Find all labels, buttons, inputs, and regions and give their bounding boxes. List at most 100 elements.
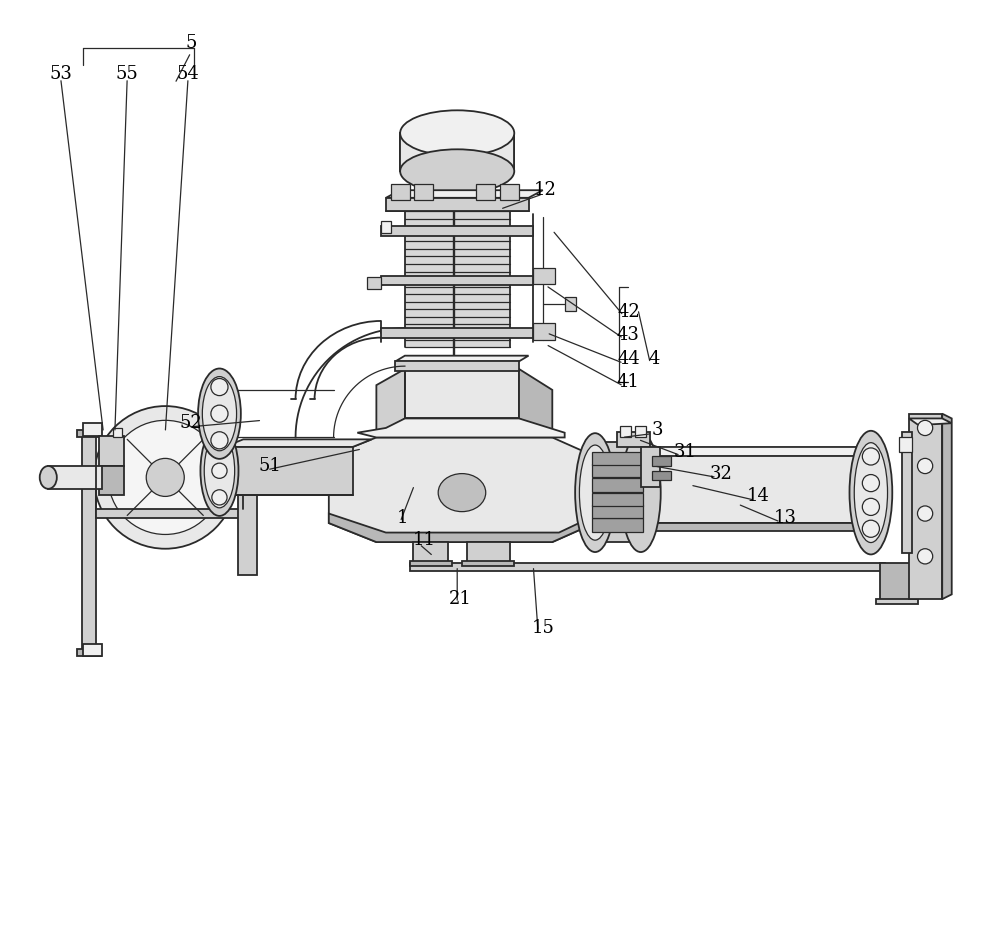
Polygon shape (224, 439, 372, 447)
Polygon shape (652, 471, 671, 480)
Polygon shape (381, 276, 533, 285)
Text: 51: 51 (258, 457, 281, 475)
Polygon shape (635, 426, 646, 437)
Polygon shape (880, 563, 914, 601)
Polygon shape (519, 369, 552, 437)
Ellipse shape (204, 434, 235, 508)
Circle shape (211, 432, 228, 449)
Polygon shape (395, 356, 529, 361)
Polygon shape (48, 466, 102, 489)
Polygon shape (595, 523, 871, 531)
Polygon shape (391, 184, 410, 200)
Polygon shape (83, 423, 102, 436)
Polygon shape (595, 447, 880, 456)
Polygon shape (620, 426, 631, 437)
Text: 15: 15 (531, 619, 554, 636)
Polygon shape (410, 561, 452, 566)
Ellipse shape (438, 474, 486, 512)
Text: 5: 5 (185, 34, 197, 51)
Polygon shape (329, 514, 595, 542)
Circle shape (862, 475, 879, 492)
Polygon shape (376, 369, 405, 437)
Polygon shape (381, 328, 533, 338)
Ellipse shape (400, 149, 514, 193)
Polygon shape (414, 184, 433, 200)
Polygon shape (942, 414, 952, 599)
Polygon shape (462, 561, 514, 566)
Ellipse shape (575, 433, 615, 552)
Circle shape (212, 463, 227, 478)
Text: 11: 11 (412, 532, 435, 549)
Polygon shape (381, 221, 391, 233)
Circle shape (917, 549, 933, 564)
Polygon shape (617, 432, 650, 447)
Text: 13: 13 (774, 510, 797, 527)
Ellipse shape (202, 377, 237, 451)
Ellipse shape (849, 431, 892, 554)
Polygon shape (592, 518, 643, 532)
Polygon shape (77, 430, 101, 437)
Polygon shape (595, 456, 871, 523)
Text: 14: 14 (747, 488, 770, 505)
Text: 43: 43 (617, 326, 640, 343)
Polygon shape (96, 509, 243, 518)
Polygon shape (99, 436, 124, 466)
Polygon shape (99, 466, 124, 495)
Polygon shape (592, 452, 643, 465)
Polygon shape (77, 649, 101, 656)
Polygon shape (565, 297, 576, 311)
Polygon shape (909, 418, 952, 425)
Text: 55: 55 (116, 66, 139, 83)
Polygon shape (357, 418, 565, 437)
Polygon shape (410, 563, 885, 571)
Polygon shape (500, 184, 519, 200)
Text: 42: 42 (617, 303, 640, 320)
Ellipse shape (400, 110, 514, 156)
Polygon shape (381, 226, 533, 236)
Circle shape (211, 405, 228, 422)
Circle shape (211, 378, 228, 396)
Polygon shape (405, 211, 510, 347)
Polygon shape (413, 542, 448, 563)
Polygon shape (395, 361, 519, 371)
Text: 31: 31 (674, 443, 697, 460)
Circle shape (108, 420, 222, 534)
Polygon shape (909, 414, 942, 599)
Ellipse shape (854, 443, 888, 542)
Circle shape (917, 458, 933, 474)
Polygon shape (876, 599, 918, 604)
Text: 52: 52 (180, 415, 202, 432)
Text: 12: 12 (534, 182, 557, 199)
Polygon shape (386, 190, 543, 198)
Polygon shape (476, 184, 495, 200)
Circle shape (862, 448, 879, 465)
Text: 32: 32 (709, 465, 732, 482)
Text: 53: 53 (49, 66, 72, 83)
Polygon shape (592, 478, 643, 492)
Text: 44: 44 (617, 351, 640, 368)
Circle shape (862, 498, 879, 515)
Circle shape (212, 490, 227, 505)
Polygon shape (405, 369, 519, 418)
Polygon shape (467, 542, 510, 563)
Text: 4: 4 (648, 351, 660, 368)
Text: 1: 1 (397, 510, 409, 527)
Polygon shape (83, 644, 102, 656)
Polygon shape (533, 268, 555, 284)
Circle shape (212, 437, 227, 452)
Polygon shape (902, 432, 912, 553)
Polygon shape (82, 433, 96, 651)
Polygon shape (238, 456, 257, 575)
Polygon shape (113, 428, 122, 437)
Polygon shape (329, 437, 595, 542)
Polygon shape (224, 447, 353, 495)
Ellipse shape (621, 433, 661, 552)
Ellipse shape (198, 369, 241, 459)
Ellipse shape (40, 466, 57, 489)
Polygon shape (367, 277, 381, 289)
Polygon shape (592, 505, 643, 518)
Circle shape (94, 406, 237, 549)
Polygon shape (592, 464, 643, 477)
Circle shape (862, 520, 879, 537)
Text: 21: 21 (449, 591, 471, 608)
